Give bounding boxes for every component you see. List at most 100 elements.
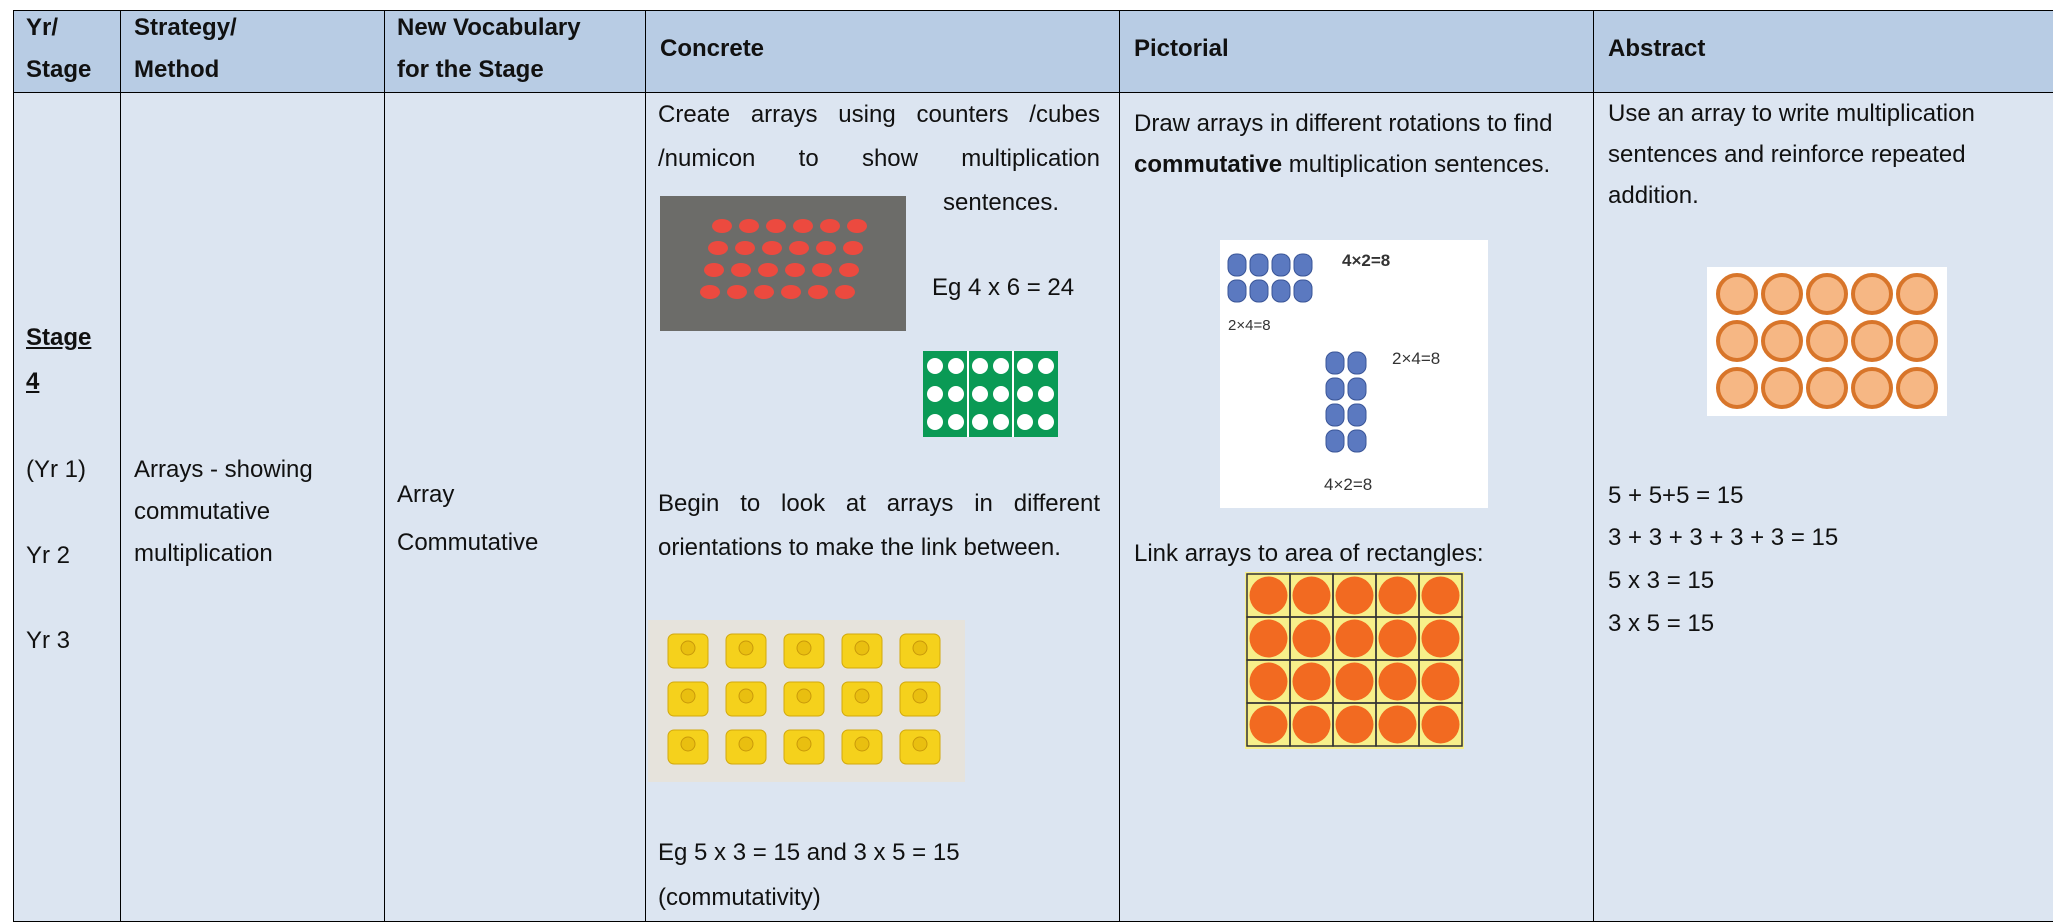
array-rotation-image: 4×2=8 2×4=8 2×4=8 4×2=8 xyxy=(1220,240,1488,508)
array-counter xyxy=(1293,279,1313,303)
cube-stud xyxy=(738,736,754,752)
vocabulary-word: Commutative xyxy=(397,529,539,556)
counter xyxy=(793,219,813,233)
equation: 3 x 5 = 15 xyxy=(1608,610,1715,637)
concrete-note: (commutativity) xyxy=(658,884,821,911)
cube-stud xyxy=(680,640,696,656)
cubes-photo xyxy=(648,620,965,782)
counter xyxy=(754,285,774,299)
counter xyxy=(758,263,778,277)
array-counter xyxy=(1347,377,1367,401)
array-counter xyxy=(1271,253,1291,277)
counter xyxy=(708,241,728,255)
grid-counter xyxy=(1335,662,1374,701)
grid-counter xyxy=(1378,576,1417,615)
equation: 3 + 3 + 3 + 3 + 3 = 15 xyxy=(1608,524,1839,551)
counter xyxy=(847,219,867,233)
numicon-hole xyxy=(993,386,1009,402)
counters-image xyxy=(1707,267,1947,416)
grid-counter xyxy=(1292,619,1331,658)
body-cell xyxy=(13,92,121,922)
numicon-hole xyxy=(927,358,943,374)
photo-background xyxy=(660,196,906,331)
counter xyxy=(1716,320,1758,362)
counter xyxy=(727,285,747,299)
grid-counter xyxy=(1249,662,1288,701)
counter xyxy=(1806,320,1848,362)
counter xyxy=(820,219,840,233)
numicon-hole xyxy=(1038,386,1054,402)
numicon-background xyxy=(923,351,1058,437)
header-text: Abstract xyxy=(1608,35,1706,62)
equation: 5 x 3 = 15 xyxy=(1608,567,1715,594)
counter xyxy=(812,263,832,277)
grid-counter xyxy=(1335,576,1374,615)
stage-year: Yr 3 xyxy=(26,627,71,654)
counter xyxy=(1896,367,1938,409)
array-counter xyxy=(1347,351,1367,375)
grid-counter xyxy=(1292,705,1331,744)
counter xyxy=(739,219,759,233)
numicon-hole xyxy=(927,386,943,402)
grid-counter xyxy=(1378,705,1417,744)
bold-word: commutative xyxy=(1134,151,1283,178)
array-counter xyxy=(1249,279,1269,303)
numicon-image xyxy=(923,351,1058,437)
counter xyxy=(1761,320,1803,362)
array-counter xyxy=(1325,403,1345,427)
counter xyxy=(1761,273,1803,315)
concrete-example: Eg 5 x 3 = 15 and 3 x 5 = 15 xyxy=(658,839,960,866)
counter xyxy=(712,219,732,233)
counter xyxy=(766,219,786,233)
counter xyxy=(839,263,859,277)
counter xyxy=(1851,320,1893,362)
counter xyxy=(1716,367,1758,409)
grid-counter xyxy=(1292,662,1331,701)
cube-stud xyxy=(854,736,870,752)
image-label: 4×2=8 xyxy=(1324,475,1372,494)
cube-stud xyxy=(912,640,928,656)
cube-stud xyxy=(854,688,870,704)
numicon-hole xyxy=(1017,414,1033,430)
stage-year: (Yr 1) xyxy=(26,456,86,483)
header-cell xyxy=(13,10,121,93)
cube-stud xyxy=(854,640,870,656)
header-text: Concrete xyxy=(660,35,765,62)
header-text: New Vocabulary for the Stage xyxy=(397,14,581,83)
grid-counter xyxy=(1421,705,1460,744)
text-span: Draw arrays in different rotations to fi… xyxy=(1134,110,1553,137)
counter xyxy=(785,263,805,277)
concrete-intro: Create arrays using counters /cubes /num… xyxy=(658,101,1100,216)
counter xyxy=(835,285,855,299)
grid-counter xyxy=(1292,576,1331,615)
grid-counter xyxy=(1421,662,1460,701)
numicon-hole xyxy=(972,414,988,430)
counter xyxy=(1806,273,1848,315)
text-span: multiplication sentences. xyxy=(1282,151,1551,178)
area-grid-image xyxy=(1245,572,1464,749)
numicon-hole xyxy=(993,414,1009,430)
grid-counter xyxy=(1249,576,1288,615)
counter xyxy=(762,241,782,255)
counter xyxy=(704,263,724,277)
equation: 5 + 5+5 = 15 xyxy=(1608,482,1744,509)
cube-stud xyxy=(680,688,696,704)
grid-counter xyxy=(1249,705,1288,744)
grid-counter xyxy=(1378,662,1417,701)
array-counter xyxy=(1249,253,1269,277)
counter xyxy=(1806,367,1848,409)
concrete-text: Begin to look at arrays in different ori… xyxy=(658,490,1100,561)
numicon-hole xyxy=(927,414,943,430)
image-label: 4×2=8 xyxy=(1342,251,1390,270)
array-counter xyxy=(1347,429,1367,453)
cube-stud xyxy=(912,688,928,704)
counter xyxy=(843,241,863,255)
counter xyxy=(1761,367,1803,409)
image-label: 2×4=8 xyxy=(1228,317,1271,334)
header-cell xyxy=(1593,10,2053,93)
numicon-hole xyxy=(948,414,964,430)
counter xyxy=(816,241,836,255)
array-counter xyxy=(1271,279,1291,303)
counter xyxy=(1851,367,1893,409)
grid-counter xyxy=(1378,619,1417,658)
